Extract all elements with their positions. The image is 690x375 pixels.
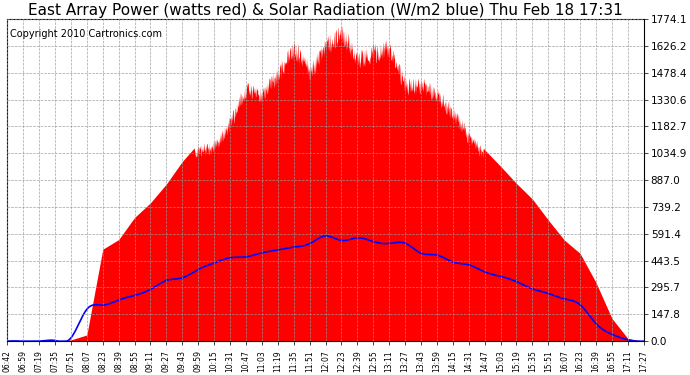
Title: East Array Power (watts red) & Solar Radiation (W/m2 blue) Thu Feb 18 17:31: East Array Power (watts red) & Solar Rad… [28,3,623,18]
Text: Copyright 2010 Cartronics.com: Copyright 2010 Cartronics.com [10,28,162,39]
